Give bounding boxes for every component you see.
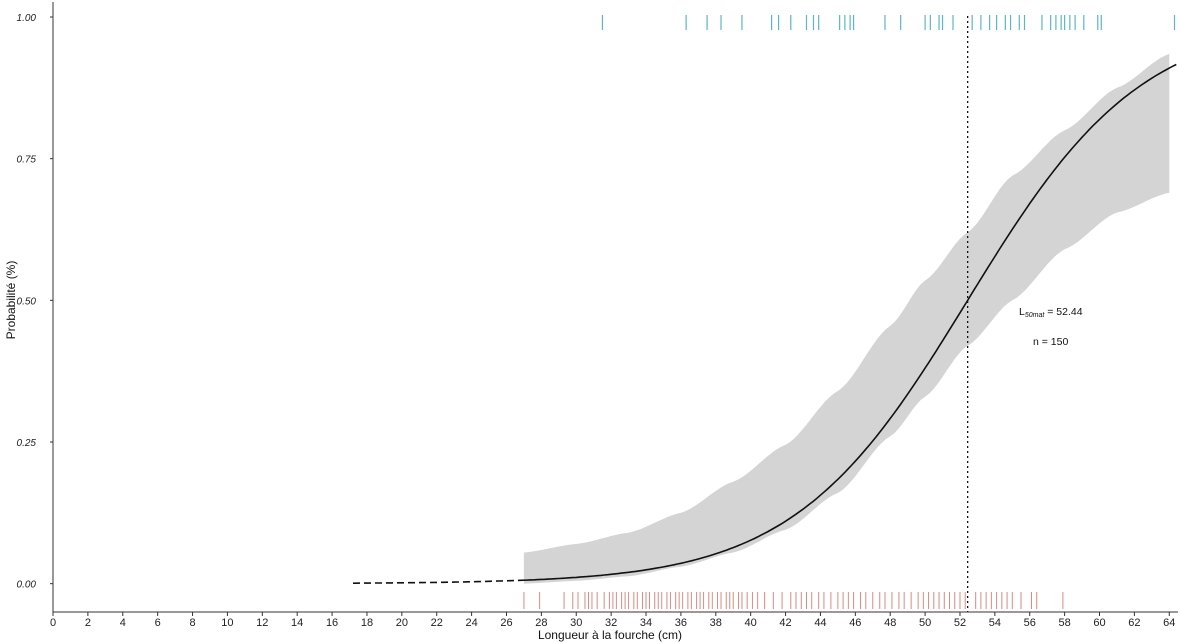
- rug-layer: [523, 15, 1176, 609]
- x-tick-label: 34: [640, 617, 652, 629]
- x-tick-label: 18: [361, 617, 373, 629]
- l50-prefix: L: [1019, 306, 1025, 318]
- curve-layer: [353, 16, 1177, 612]
- x-tick-label: 52: [954, 617, 966, 629]
- x-tick-label: 50: [919, 617, 931, 629]
- x-tick-label: 6: [155, 617, 161, 629]
- x-tick-label: 16: [326, 617, 338, 629]
- x-tick-label: 24: [465, 617, 477, 629]
- x-tick-label: 10: [221, 617, 233, 629]
- l50-annotation: L50mat = 52.44: [1019, 306, 1083, 319]
- x-tick-label: 46: [849, 617, 861, 629]
- y-tick-label: 1.00: [17, 13, 37, 24]
- sample-size-annotation: n = 150: [1033, 336, 1068, 348]
- x-tick-label: 4: [120, 617, 126, 629]
- y-tick-label: 0.25: [17, 438, 37, 449]
- axis-layer: 0 2 4 6 8 10 12 14 16 18 20 22 24 26 28 30 32 34 36 38 40 42 4…: [17, 2, 1178, 629]
- y-axis-title: Probabilité (%): [4, 261, 18, 340]
- x-tick-label: 32: [605, 617, 617, 629]
- confidence-band: [523, 53, 1170, 584]
- x-tick-label: 22: [431, 617, 443, 629]
- x-tick-label: 38: [710, 617, 722, 629]
- x-tick-label: 54: [989, 617, 1001, 629]
- y-tick-label: 0.00: [17, 580, 37, 591]
- x-tick-label: 48: [884, 617, 896, 629]
- x-tick-label: 44: [814, 617, 826, 629]
- x-tick-label: 58: [1059, 617, 1071, 629]
- l50-value: = 52.44: [1044, 306, 1082, 318]
- x-tick-label: 20: [396, 617, 408, 629]
- x-tick-label: 30: [570, 617, 582, 629]
- x-axis-title: Longueur à la fourche (cm): [538, 628, 682, 642]
- x-tick-label: 60: [1093, 617, 1105, 629]
- x-tick-label: 0: [50, 617, 56, 629]
- fit-curve-extrapolated: [353, 579, 524, 584]
- y-tick-label: 0.50: [17, 296, 37, 307]
- x-tick-label: 42: [779, 617, 791, 629]
- x-tick-label: 40: [745, 617, 757, 629]
- x-tick-label: 26: [500, 617, 512, 629]
- fit-curve: [523, 63, 1177, 581]
- annotation-layer: L50mat = 52.44 n = 150: [1019, 306, 1083, 348]
- x-tick-label: 56: [1024, 617, 1036, 629]
- x-tick-label: 62: [1128, 617, 1140, 629]
- confidence-band-layer: [523, 53, 1170, 584]
- x-tick-label: 12: [256, 617, 268, 629]
- x-tick-label: 14: [291, 617, 303, 629]
- x-tick-label: 2: [85, 617, 91, 629]
- l50-subscript: 50mat: [1025, 312, 1046, 319]
- x-tick-label: 28: [535, 617, 547, 629]
- x-tick-label: 64: [1163, 617, 1175, 629]
- y-tick-label: 0.75: [17, 155, 37, 166]
- x-tick-label: 8: [189, 617, 195, 629]
- x-tick-label: 36: [675, 617, 687, 629]
